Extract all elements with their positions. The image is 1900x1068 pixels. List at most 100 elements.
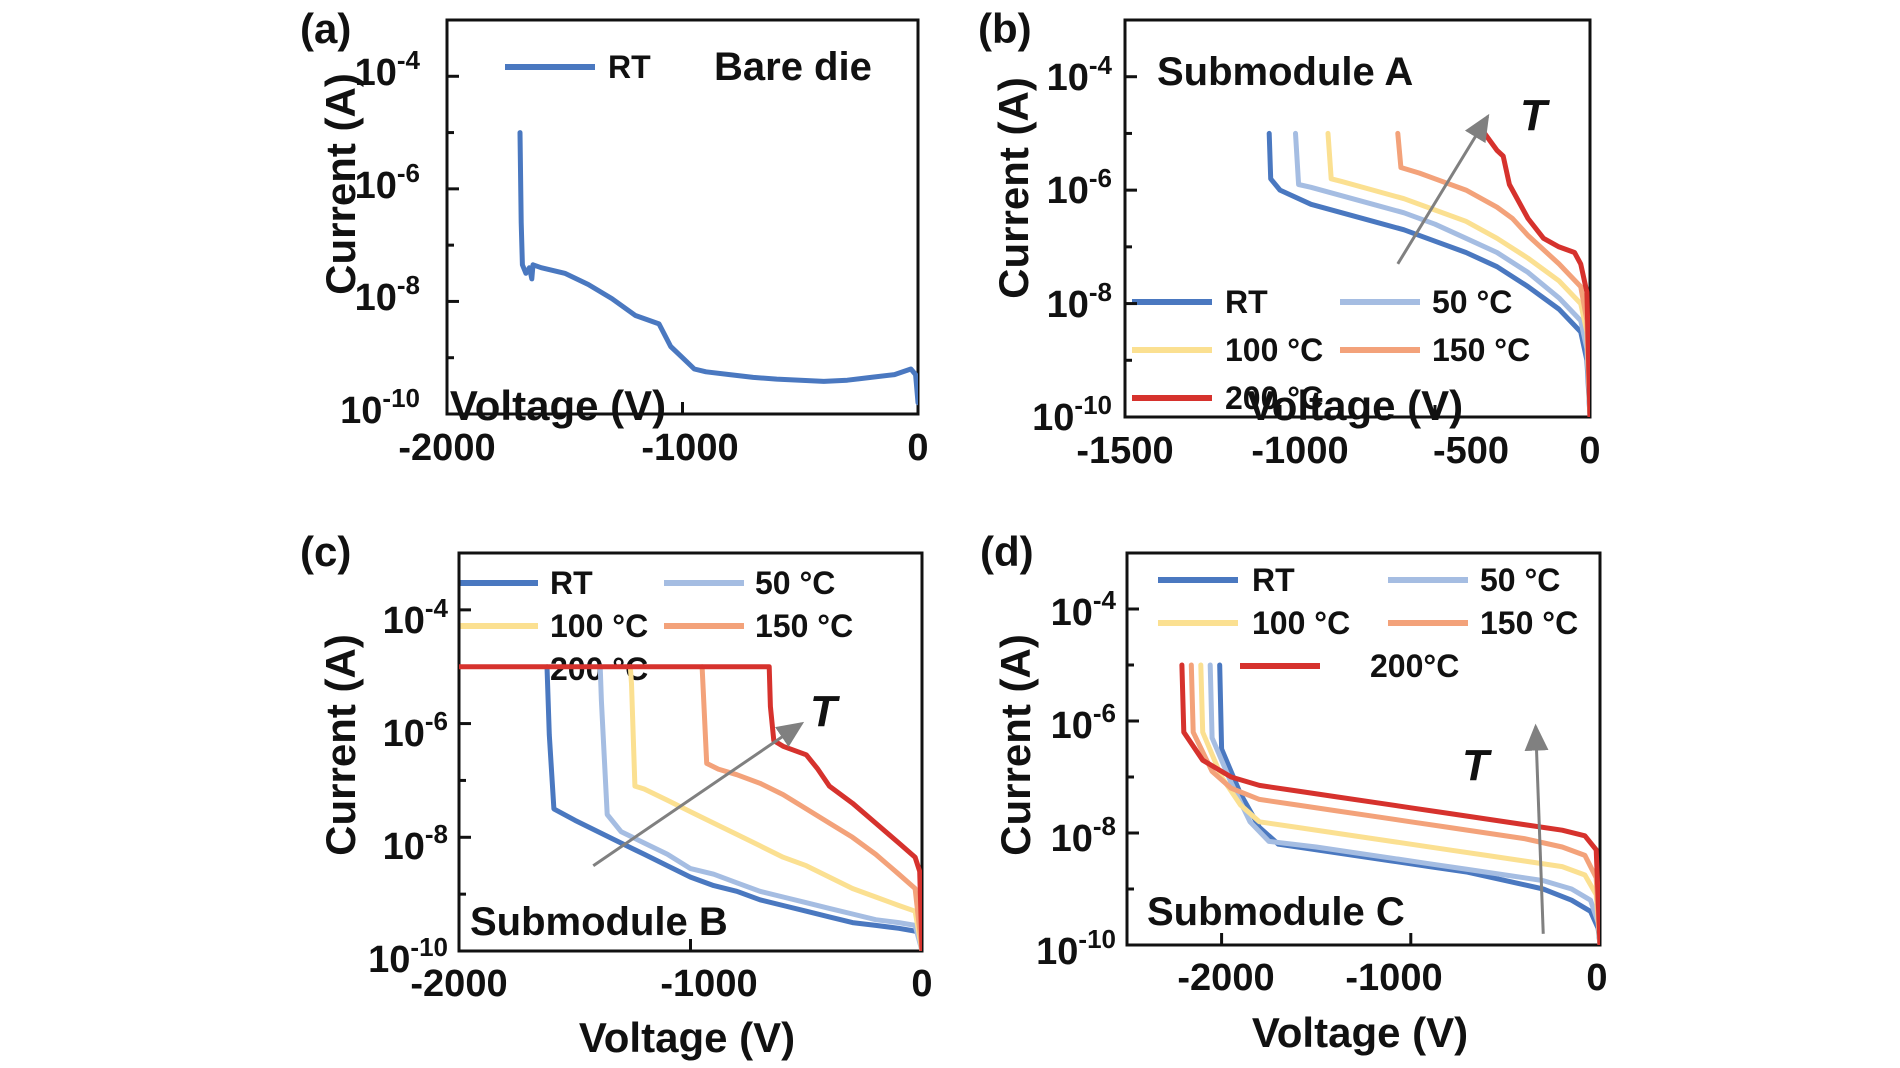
series-line-200c [1482, 130, 1590, 417]
ytick-labels-c: 10-4 10-6 10-8 10-10 [368, 593, 448, 981]
temperature-arrow [592, 721, 805, 867]
arrow-label-t-c: T [810, 687, 840, 736]
ytick-label: 10-10 [368, 932, 448, 981]
annotation-bare-die: Bare die [714, 45, 872, 89]
xtick-labels-a: -2000 -1000 0 [398, 427, 928, 469]
annotation-submodule-b: Submodule B [470, 900, 728, 944]
series-line-150c [699, 664, 922, 951]
xtick-label: 0 [911, 963, 932, 1005]
legend-d: RT 50 °C 100 °C 150 °C 200°C [1158, 562, 1578, 684]
legend-label-50c: 50 °C [755, 565, 835, 601]
ytick-labels-b: 10-4 10-6 10-8 10-10 [1032, 50, 1112, 439]
ytick-label: 10-8 [1047, 277, 1112, 326]
xtick-label: -1000 [1345, 957, 1442, 999]
plot-area-d [1125, 551, 1602, 947]
xtick-label: -2000 [398, 427, 495, 469]
legend-label-200c: 200 °C [1225, 380, 1323, 416]
panel-b: (b) Current (A) Voltage (V) 10-4 10-6 10… [978, 5, 1601, 472]
ytick-label: 10-8 [383, 819, 448, 868]
legend-label-100c: 100 °C [1252, 605, 1350, 641]
xtick-label: -2000 [1177, 957, 1274, 999]
legend-label-150c: 150 °C [1432, 332, 1530, 368]
y-axis-title-d: Current (A) [992, 634, 1039, 856]
series-line-100c [627, 664, 922, 951]
ytick-label: 10-4 [383, 593, 449, 642]
series-line-rt [544, 664, 922, 951]
ytick-label: 10-10 [1036, 924, 1116, 973]
plot-frame [1123, 18, 1592, 419]
panel-d: (d) Current (A) Voltage (V) 10-4 10-6 10… [980, 528, 1608, 1056]
xtick-label: 0 [907, 427, 928, 469]
legend-label-rt: RT [1252, 562, 1295, 598]
ytick-labels-d: 10-4 10-6 10-8 10-10 [1036, 585, 1116, 973]
x-axis-title-c: Voltage (V) [579, 1014, 795, 1061]
arrow-label-t-b: T [1520, 91, 1550, 140]
xtick-labels-d: -2000 -1000 0 [1177, 957, 1607, 999]
legend-b: RT 50 °C 100 °C 150 °C 200 °C [1132, 284, 1530, 416]
ytick-label: 10-4 [1051, 585, 1117, 634]
annotation-submodule-a: Submodule A [1157, 50, 1413, 94]
legend-label-rt: RT [608, 49, 651, 85]
series-line-150c [1188, 662, 1600, 945]
legend-label-150c: 150 °C [1480, 605, 1578, 641]
ytick-label: 10-8 [1051, 811, 1116, 860]
plot-area-c [457, 551, 924, 953]
ytick-label: 10-6 [355, 158, 420, 207]
x-axis-title-b: Voltage (V) [1247, 382, 1463, 429]
ytick-label: 10-6 [1051, 698, 1116, 747]
panel-c: (c) Current (A) Voltage (V) 10-4 10-6 10… [300, 528, 933, 1061]
xtick-label: -1500 [1076, 430, 1173, 472]
series-line-200c [1179, 662, 1600, 945]
temperature-arrow [1524, 723, 1549, 934]
legend-label-rt: RT [1225, 284, 1268, 320]
xtick-labels-c: -2000 -1000 0 [410, 963, 932, 1005]
annotation-submodule-c: Submodule C [1147, 890, 1405, 934]
arrow-label-t-d: T [1462, 741, 1492, 790]
ytick-label: 10-8 [355, 270, 420, 319]
ytick-label: 10-6 [383, 706, 448, 755]
legend-a: RT [505, 49, 651, 85]
xtick-label: 0 [1579, 430, 1600, 472]
series-line-50c [1293, 130, 1590, 417]
y-axis-title-a: Current (A) [317, 73, 364, 295]
legend-label-100c: 100 °C [1225, 332, 1323, 368]
series-line-rt [517, 130, 918, 406]
panel-label-b: (b) [978, 5, 1032, 52]
panel-label-d: (d) [980, 528, 1034, 575]
temperature-arrow [1396, 113, 1490, 265]
plot-area-b [1123, 18, 1592, 419]
ytick-label: 10-10 [340, 383, 420, 432]
ytick-label: 10-4 [355, 45, 421, 94]
legend-label-100c: 100 °C [550, 608, 648, 644]
legend-label-50c: 50 °C [1480, 562, 1560, 598]
xtick-label: -2000 [410, 963, 507, 1005]
xtick-label: -500 [1433, 430, 1509, 472]
x-axis-title-d: Voltage (V) [1252, 1009, 1468, 1056]
xtick-label: -1000 [641, 427, 738, 469]
panel-a: (a) Current (A) Voltage (V) 10-4 10-6 10… [300, 5, 929, 469]
xtick-label: -1000 [1251, 430, 1348, 472]
ytick-labels-a: 10-4 10-6 10-8 10-10 [340, 45, 420, 432]
legend-label-150c: 150 °C [755, 608, 853, 644]
plot-frame [1125, 551, 1602, 947]
y-axis-title-b: Current (A) [990, 77, 1037, 299]
series-line-50c [597, 664, 922, 951]
series-line-100c [1325, 130, 1590, 417]
ytick-label: 10-6 [1047, 163, 1112, 212]
panel-label-a: (a) [300, 5, 351, 52]
series-line-200c [459, 664, 922, 951]
panel-label-c: (c) [300, 528, 351, 575]
series-line-150c [1395, 130, 1590, 417]
legend-label-200c: 200°C [1370, 648, 1459, 684]
x-axis-title-a: Voltage (V) [450, 382, 666, 429]
ytick-label: 10-4 [1047, 50, 1113, 99]
series-line-100c [1198, 662, 1600, 945]
legend-label-rt: RT [550, 565, 593, 601]
xtick-label: 0 [1586, 957, 1607, 999]
plot-area-a [445, 18, 920, 416]
series-line-rt [1266, 130, 1590, 417]
xtick-labels-b: -1500 -1000 -500 0 [1076, 430, 1600, 472]
legend-label-50c: 50 °C [1432, 284, 1512, 320]
xtick-label: -1000 [660, 963, 757, 1005]
